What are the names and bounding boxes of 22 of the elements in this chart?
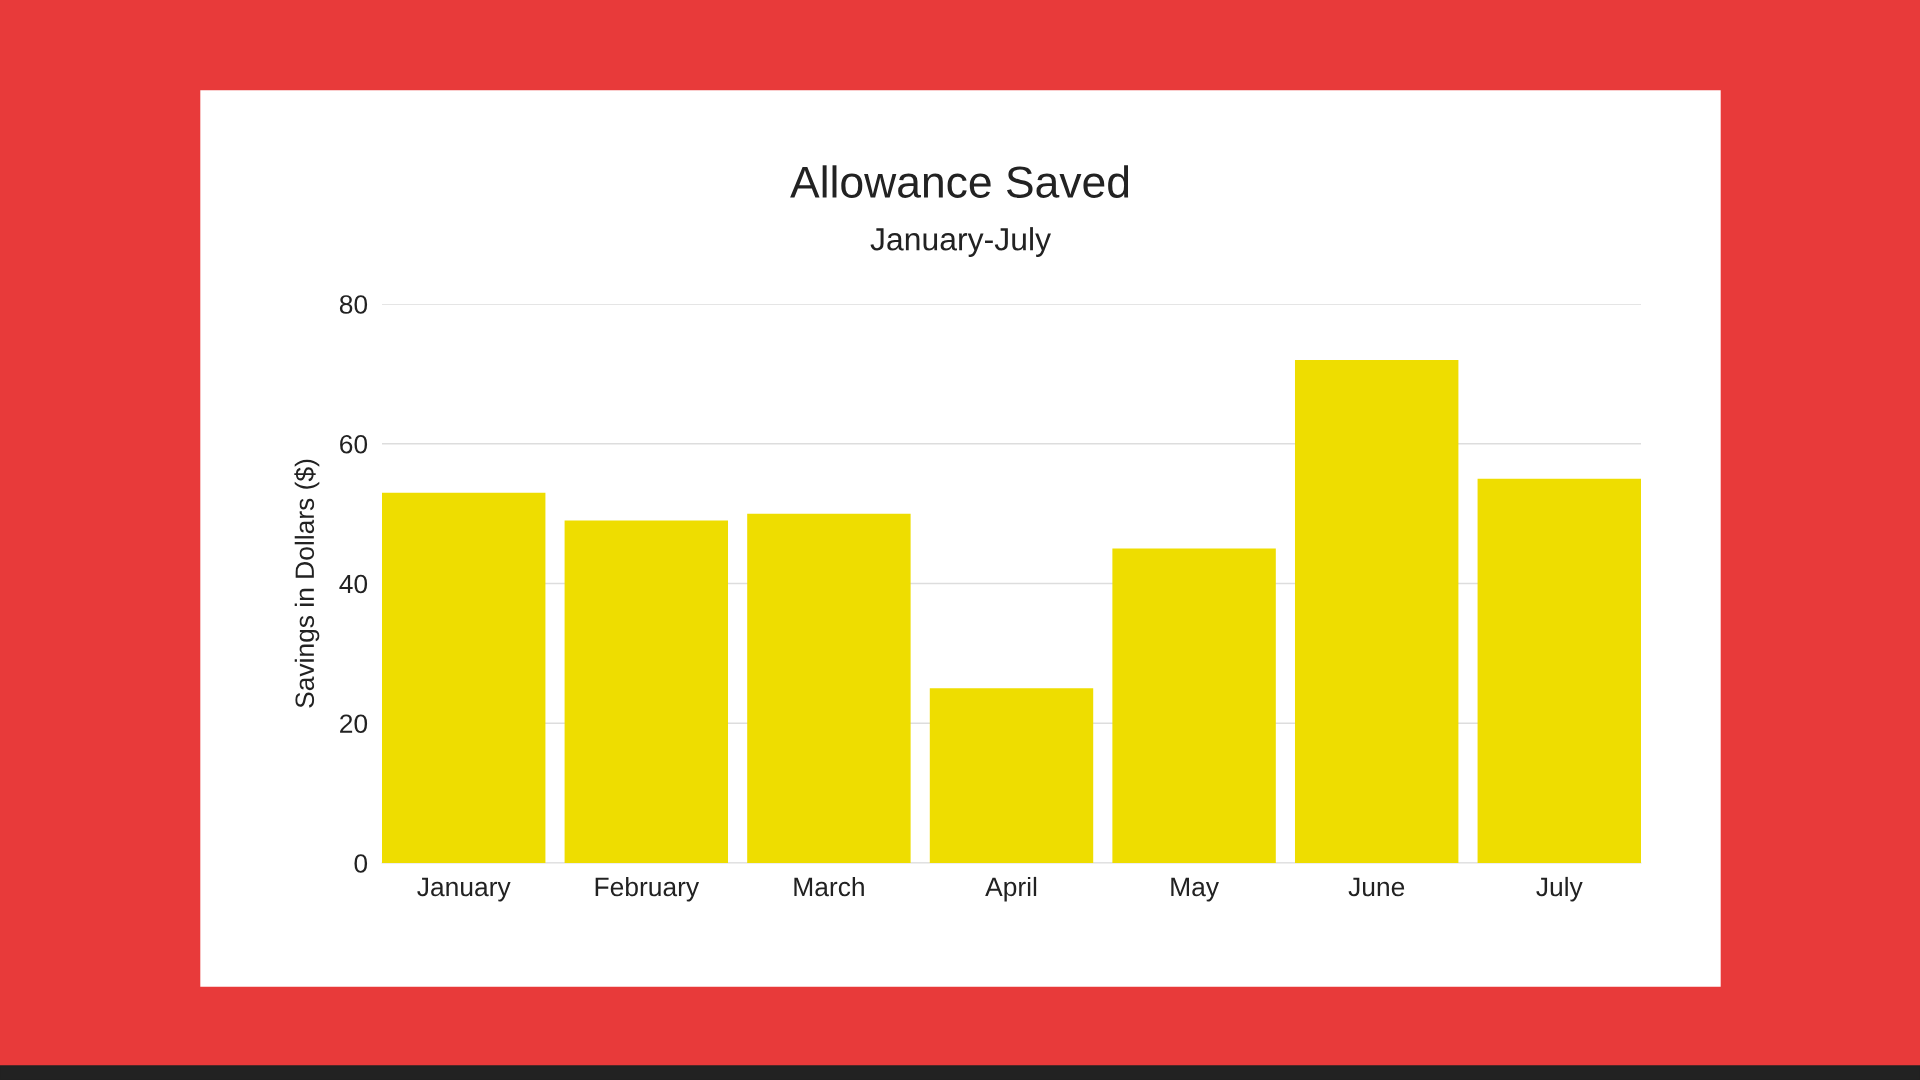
x-tick-label: March bbox=[794, 876, 864, 897]
x-tick-label: February bbox=[595, 876, 700, 902]
x-tick-label: May bbox=[1171, 877, 1219, 902]
bar bbox=[929, 688, 1094, 863]
bar bbox=[747, 513, 911, 863]
y-axis-title: Savings in Dollars ($) bbox=[294, 459, 320, 708]
x-tick-label: July bbox=[1536, 876, 1583, 902]
y-tick-label: 20 bbox=[340, 714, 368, 734]
x-tick-label: June bbox=[1348, 877, 1405, 897]
bar bbox=[1112, 548, 1276, 863]
bar bbox=[382, 492, 546, 863]
bar bbox=[1294, 359, 1459, 863]
y-tick-label: 60 bbox=[340, 434, 368, 454]
x-tick-label: January bbox=[417, 877, 511, 902]
y-tick-label: 40 bbox=[339, 574, 368, 594]
y-tick-label: 0 bbox=[354, 854, 368, 873]
chart-title: Allowance Saved bbox=[790, 165, 1129, 198]
x-tick-label: April bbox=[985, 876, 1037, 902]
bar bbox=[564, 520, 729, 863]
y-tick-label: 80 bbox=[339, 295, 368, 314]
bar bbox=[1477, 478, 1641, 863]
chart-subtitle: January-July bbox=[870, 227, 1051, 257]
